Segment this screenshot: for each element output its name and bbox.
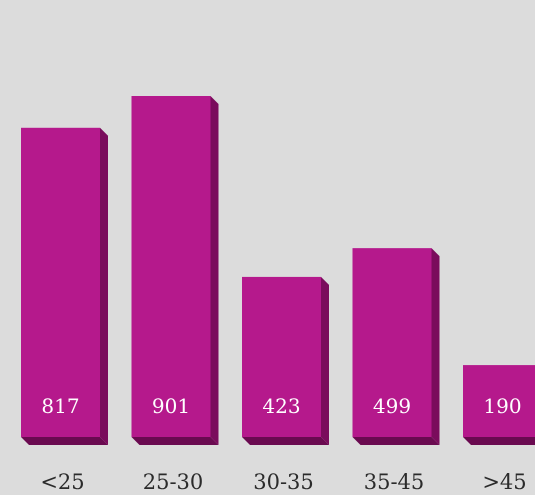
category-label: 35-45 <box>364 470 425 494</box>
bar-30-35 <box>242 276 329 445</box>
category-label: 30-35 <box>253 470 314 494</box>
bar->45 <box>463 365 535 445</box>
category-label: >45 <box>482 470 526 494</box>
bar-value-label: 190 <box>483 394 521 418</box>
bar-25-30 <box>131 96 219 445</box>
value-labels-group: 817 901 423 499 190 <box>41 394 521 418</box>
bar-value-label: 901 <box>152 394 190 418</box>
bar-front-face <box>352 248 432 437</box>
bar-<25 <box>21 127 108 445</box>
bar-side-face <box>321 276 329 445</box>
bar-value-label: 499 <box>373 394 411 418</box>
bar-front-face <box>131 96 211 437</box>
bars-group <box>21 96 535 445</box>
category-labels-group: <25 25-30 30-35 35-45 >45 <box>40 470 526 494</box>
bar-bottom-face <box>21 437 108 445</box>
bar-value-label: 817 <box>41 394 79 418</box>
bar-bottom-face <box>352 437 440 445</box>
bar-bottom-face <box>131 437 219 445</box>
category-label: <25 <box>40 470 84 494</box>
bar-front-face <box>242 276 321 437</box>
bar-side-face <box>210 96 219 445</box>
category-label: 25-30 <box>143 470 204 494</box>
bar-front-face <box>463 365 535 437</box>
bar-front-face <box>21 127 100 437</box>
bar-side-face <box>100 127 108 445</box>
bar-bottom-face <box>463 437 535 445</box>
bar-35-45 <box>352 248 440 445</box>
bar-side-face <box>431 248 440 445</box>
bar-value-label: 423 <box>262 394 300 418</box>
bar-bottom-face <box>242 437 329 445</box>
